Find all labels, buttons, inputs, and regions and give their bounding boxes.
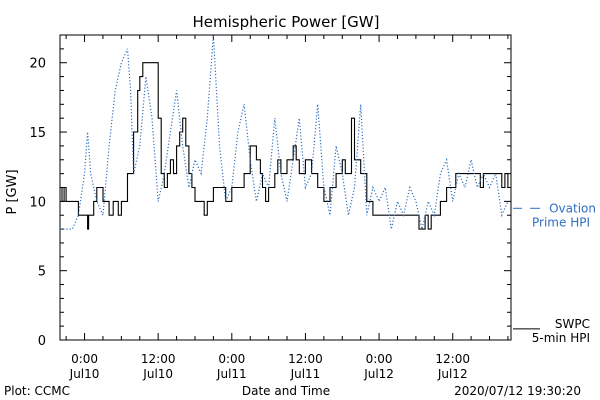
x-tick-date-label: Jul10 <box>142 367 173 381</box>
x-tick-time-label: 0:00 <box>218 352 245 366</box>
x-tick-date-label: Jul12 <box>437 367 468 381</box>
y-tick-label: 20 <box>29 57 46 72</box>
y-axis: 0 5 10 15 20 <box>29 34 511 349</box>
legend-label-swpc: SWPC <box>555 317 590 331</box>
y-tick-label: 5 <box>38 265 46 280</box>
x-tick-date-label: Jul11 <box>216 367 247 381</box>
x-tick-time-label: 12:00 <box>435 352 470 366</box>
x-tick-time-label: 12:00 <box>141 352 176 366</box>
x-tick-time-label: 0:00 <box>366 352 393 366</box>
y-axis-label: P [GW] <box>5 169 20 214</box>
legend-label-swpc: 5-min HPI <box>532 331 590 345</box>
legend-label-ovation: Prime HPI <box>532 215 590 229</box>
legend-label-ovation: Ovation <box>549 201 596 215</box>
x-axis-label: Date and Time <box>242 384 330 398</box>
y-tick-label: 0 <box>38 334 46 349</box>
x-tick-date-label: Jul11 <box>290 367 321 381</box>
x-tick-time-label: 0:00 <box>71 352 98 366</box>
x-axis: 0:00Jul1012:00Jul100:00Jul1112:00Jul110:… <box>65 35 509 381</box>
x-tick-date-label: Jul12 <box>363 367 394 381</box>
x-tick-date-label: Jul10 <box>69 367 100 381</box>
series-layer <box>60 34 509 230</box>
y-tick-label: 15 <box>29 126 46 141</box>
plot-timestamp: 2020/07/12 19:30:20 <box>454 384 581 398</box>
plot-source-label: Plot: CCMC <box>4 384 70 398</box>
y-tick-label: 10 <box>29 195 46 210</box>
chart-title: Hemispheric Power [GW] <box>193 13 380 31</box>
x-tick-time-label: 12:00 <box>288 352 323 366</box>
series-line-swpc <box>60 62 509 230</box>
